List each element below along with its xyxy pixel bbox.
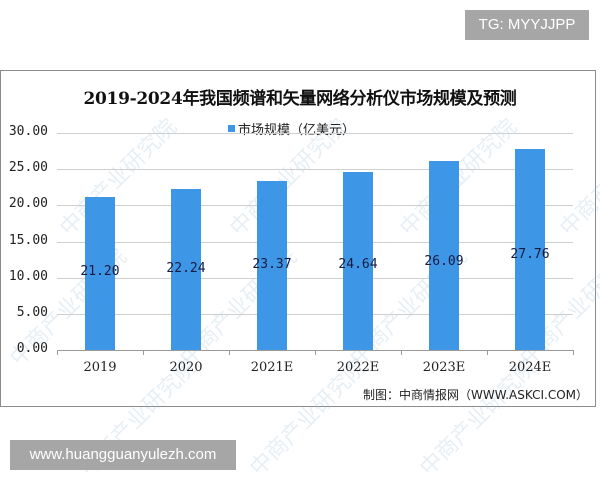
value-label: 24.64 [338,257,378,272]
x-tick [229,350,230,355]
bar-2022E [343,171,373,350]
x-tick-label: 2021E [250,360,294,375]
legend-label: 市场规模（亿美元） [238,123,356,138]
chart-legend: 市场规模（亿美元） [228,119,355,138]
bar-2019 [85,196,115,350]
x-tick-label: 2019 [83,360,117,375]
y-tick-label: 0.00 [16,341,48,356]
chart-title: 2019-2024年我国频谱和矢量网络分析仪市场规模及预测 [83,89,517,109]
y-tick-label: 25.00 [8,160,48,176]
plot-area [57,133,573,350]
gridline [57,241,573,243]
y-tick-label: 15.00 [8,232,48,248]
y-tick-label: 30.00 [8,124,48,139]
value-label: 22.24 [166,261,206,276]
value-label: 21.20 [80,264,120,279]
x-tick [57,350,58,355]
legend-swatch [228,125,235,132]
x-tick [573,350,574,355]
gridline [57,133,573,134]
value-label: 26.09 [424,254,464,269]
gridline [57,313,573,315]
gridline [57,205,573,207]
bar-2023E [429,161,459,350]
x-tick-label: 2020 [169,360,203,375]
y-tick-label: 20.00 [8,196,48,212]
bar-2024E [515,149,545,350]
chart-source: 制图：中商情报网（WWW.ASKCI.COM） [363,388,588,402]
value-label: 27.76 [510,247,550,262]
x-tick-label: 2022E [336,360,380,375]
y-tick-label: 10.00 [8,268,48,284]
bar-2020 [171,189,201,350]
x-tick [315,350,316,355]
gridline [57,277,573,279]
site-url-badge: www.huangguanyulezh.com [10,440,236,470]
x-tick [401,350,402,355]
gridline [57,169,573,171]
bar-2021E [257,180,287,350]
tg-badge: TG: MYYJJPP [465,10,589,40]
x-tick-label: 2024E [508,360,552,375]
x-tick [487,350,488,355]
x-tick [143,350,144,355]
y-tick-label: 5.00 [16,304,48,320]
x-tick-label: 2023E [422,360,466,375]
value-label: 23.37 [252,257,292,272]
